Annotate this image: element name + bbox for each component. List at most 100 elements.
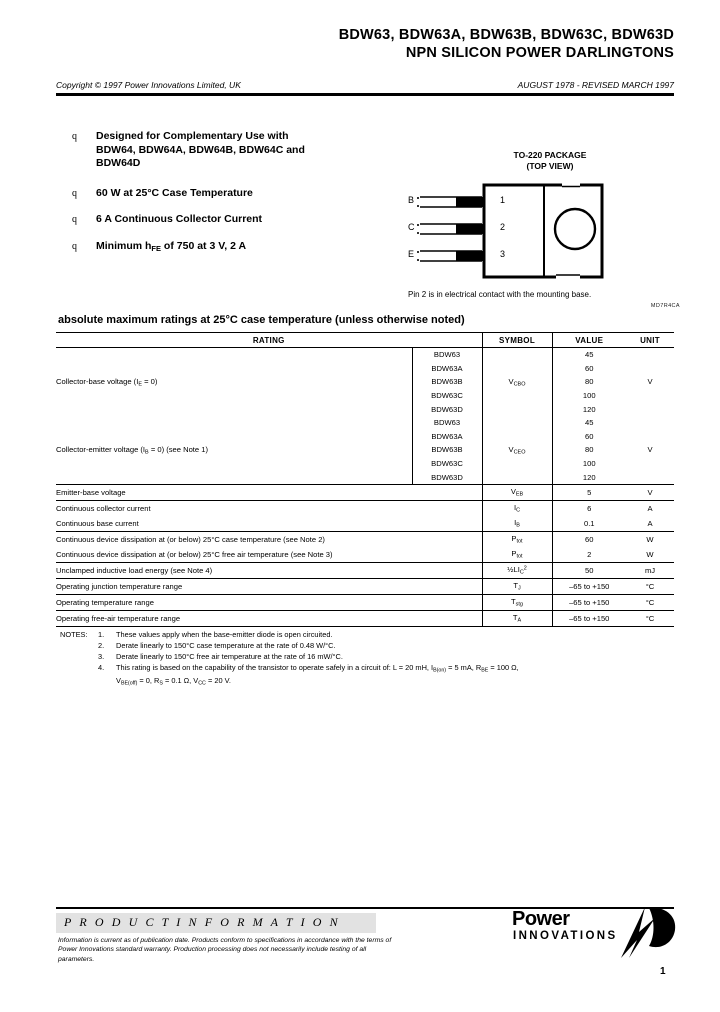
bullet-glyph-icon: q [72,214,77,225]
symbol-cell-ta: TA [481,610,552,627]
ratings-section-title: absolute maximum ratings at 25°C case te… [58,314,465,326]
package-note: Pin 2 is in electrical contact with the … [408,290,592,299]
feature-text-post: of 750 at 3 V, 2 A [161,239,247,252]
unit-cell: °C [645,613,655,623]
symbol-text: I [513,503,517,513]
table-row: Collector-emitter voltage (IB = 0) (see … [56,415,674,485]
symbol-subscript: EB [515,491,524,498]
rating-label-unclamped-inductive-energy: Unclamped inductive load energy (see Not… [56,565,213,575]
note-text: This rating is based on the capability o… [116,663,678,689]
to220-outline-svg [417,183,604,279]
table-row: Operating junction temperature range TJ … [56,578,674,595]
value-cell: 100 [551,456,626,471]
symbol-text: P [511,534,517,544]
rating-label-collector-base-voltage: Collector-base voltage (IE = 0) [56,348,412,416]
notes-label: NOTES: [60,630,88,639]
note-text: Derate linearly to 150°C case temperatur… [116,640,336,650]
symbol-subscript: CBO [513,381,526,388]
product-information-band [56,913,376,933]
symbol-cell-tj: TJ [481,578,552,595]
rating-label-dissipation-free-air: Continuous device dissipation at (or bel… [56,549,333,559]
column-header-value: VALUE [551,332,626,348]
rating-label-emitter-base-voltage: Emitter-base voltage [56,487,126,497]
device-name-cell: BDW63A [411,361,482,376]
symbol-subscript: B [516,522,520,529]
feature-text: 6 A Continuous Collector Current [96,213,263,225]
value-cell: –65 to +150 [551,610,626,627]
unit-cell: A [647,518,653,528]
rating-label-junction-temp-range: Operating junction temperature range [56,581,183,591]
column-header-symbol: SYMBOL [481,332,552,348]
table-row: BDW63C 100 [56,456,674,471]
symbol-subscript: C [519,569,524,576]
unit-cell: °C [645,581,655,591]
power-innovations-logo: Power INNOVATIONS [512,906,677,966]
symbol-text: V [508,444,514,454]
symbol-subscript: J [517,585,521,592]
symbol-text: ½LI [507,565,520,575]
feature-text: Designed for Complementary Use with BDW6… [96,130,305,171]
note-item: 2. Derate linearly to 150°C case tempera… [98,641,678,651]
note-text: Derate linearly to 150°C free air temper… [116,651,343,661]
symbol-subscript: tot [516,553,523,560]
symbol-cell-vcbo: VCBO [481,347,552,416]
product-information-label: P R O D U C T I N F O R M A T I O N [64,915,341,929]
rating-text-subscript: B [145,449,149,456]
symbol-subscript: tot [516,538,523,545]
table-row: BDW63D 120 [56,402,674,416]
rating-text-pre: Collector-base voltage (I [56,376,139,386]
symbol-subscript: C [516,507,521,514]
symbol-superscript: 2 [523,565,527,572]
table-row: BDW63A 60 [56,429,674,444]
table-row: Continuous collector current IC 6 A [56,500,674,516]
unit-cell: V [647,445,653,455]
bullet-glyph-icon: q [72,187,77,199]
value-cell: 5 [551,484,626,501]
symbol-cell-tstg: Tstg [481,594,552,611]
symbol-text: T [512,613,518,623]
table-row: Collector-base voltage (IE = 0) BDW63 VC… [56,347,674,416]
column-header-rating: RATING [252,335,285,345]
note-text: These values apply when the base-emitter… [116,630,333,639]
note-subscript: S [159,680,163,687]
device-name-cell: BDW63D [411,402,482,416]
note-number: 3. [98,651,105,661]
note-text-part: This rating is based on the capability o… [116,662,434,672]
feature-line: BDW64D [96,157,141,169]
table-row: Emitter-base voltage VEB 5 V [56,484,674,501]
feature-line: Designed for Complementary Use with [96,130,289,142]
absolute-maximum-ratings-table: RATING SYMBOL VALUE UNIT Collector-base … [56,332,674,627]
unit-cell: °C [645,597,655,607]
device-name-cell: BDW63 [411,415,482,430]
symbol-text: T [513,581,518,591]
table-row: Operating free-air temperature range TA … [56,610,674,627]
bullet-glyph-icon: q [72,131,77,142]
value-cell: 45 [551,415,626,430]
unit-cell: V [647,487,653,497]
rating-text-post: = 0) (see Note 1) [148,444,209,454]
package-title-line1: TO-220 PACKAGE [513,150,587,160]
table-row: Unclamped inductive load energy (see Not… [56,562,674,579]
symbol-text: T [511,597,516,607]
unit-cell: W [646,534,654,544]
notes-items: 1. These values apply when the base-emit… [98,630,678,689]
device-name-cell: BDW63A [411,429,482,444]
symbol-cell-ib: IB [481,515,552,532]
value-cell: 0.1 [551,515,626,532]
package-title: TO-220 PACKAGE (TOP VIEW) [420,150,680,172]
symbol-subscript: CEO [513,449,526,456]
column-header-unit: UNIT [640,335,660,345]
value-cell: 45 [551,347,626,362]
feature-text-subscript: FE [151,243,162,253]
table-row: Continuous base current IB 0.1 A [56,515,674,532]
drawing-code-label: MD7R4CA [650,303,680,309]
note-subscript: CC [198,680,206,687]
note-text-part: = 0.1 Ω, V [162,675,199,685]
rating-text-pre: Collector-emitter voltage (I [56,444,146,454]
value-cell: –65 to +150 [551,594,626,611]
feature-item: q Minimum hFE of 750 at 3 V, 2 A [72,240,372,256]
disclaimer-line: with the terms of Power Innovations stan… [58,937,392,954]
note-subscript: BE(off) [120,680,138,687]
value-cell: 80 [551,443,626,457]
note-text-part: = 20 V. [205,675,231,685]
